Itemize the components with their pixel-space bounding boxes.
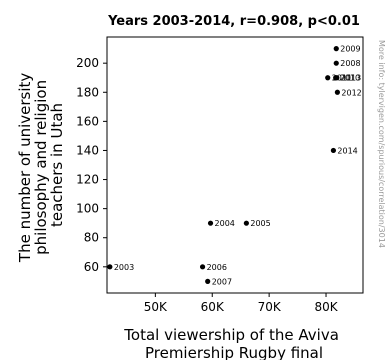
- data-point: [334, 89, 340, 95]
- x-tick-label: 60K: [201, 300, 225, 314]
- data-point: [107, 264, 113, 270]
- y-axis-label: The number of university philosophy and …: [16, 68, 66, 263]
- y-tick-label: 200: [76, 56, 99, 70]
- data-point-label: 2008: [340, 59, 360, 68]
- data-point-label: 2006: [207, 263, 227, 272]
- data-point-label: 2013: [341, 74, 361, 83]
- data-point-label: 2009: [340, 45, 360, 54]
- y-axis: 60 80 100 120 140 160 180 200: [76, 56, 107, 274]
- x-axis-label-line-2: Premiership Rugby final: [145, 344, 323, 360]
- data-point: [207, 220, 214, 226]
- y-axis-label-line-1: The number of university: [16, 73, 34, 264]
- y-tick-label: 120: [76, 173, 99, 187]
- data-point: [330, 147, 337, 154]
- data-point-label: 2004: [215, 219, 235, 228]
- data-point: [333, 60, 339, 66]
- x-axis: 50K 60K 70K 80K: [144, 293, 339, 314]
- data-point-label: 2003: [114, 263, 134, 272]
- data-point: [334, 75, 340, 81]
- data-point: [205, 278, 211, 284]
- data-point-label: 2014: [337, 146, 357, 155]
- x-tick-label: 80K: [314, 300, 338, 314]
- y-tick-label: 160: [76, 114, 99, 128]
- data-point: [325, 75, 331, 81]
- x-axis-label: Total viewership of the Aviva Premiershi…: [123, 326, 343, 360]
- data-point-label: 2007: [212, 277, 232, 286]
- y-tick-label: 180: [76, 85, 99, 99]
- data-point-label: 2010: [340, 74, 360, 83]
- y-tick-label: 60: [84, 260, 99, 274]
- y-tick-label: 140: [76, 143, 99, 157]
- y-axis-label-line-3: teachers in Utah: [48, 103, 66, 227]
- x-axis-label-line-1: Total viewership of the Aviva: [123, 326, 339, 344]
- data-point: [243, 220, 249, 226]
- chart-title: Years 2003-2014, r=0.908, p<0.01: [107, 14, 360, 29]
- x-tick-label: 50K: [144, 300, 168, 314]
- plot-area: [106, 36, 364, 294]
- data-point: [199, 264, 206, 270]
- data-point-label: 2012: [341, 88, 361, 97]
- x-tick-label: 70K: [258, 300, 282, 314]
- y-tick-label: 80: [84, 231, 99, 245]
- data-point-label: 2005: [250, 219, 270, 228]
- y-axis-label-line-2: philosophy and religion: [32, 80, 50, 255]
- data-point: [333, 46, 339, 52]
- y-tick-label: 100: [76, 202, 99, 216]
- data-point-label: 2011: [332, 74, 352, 83]
- watermark: More info: tylervigen.com/spurious/corre…: [377, 40, 386, 248]
